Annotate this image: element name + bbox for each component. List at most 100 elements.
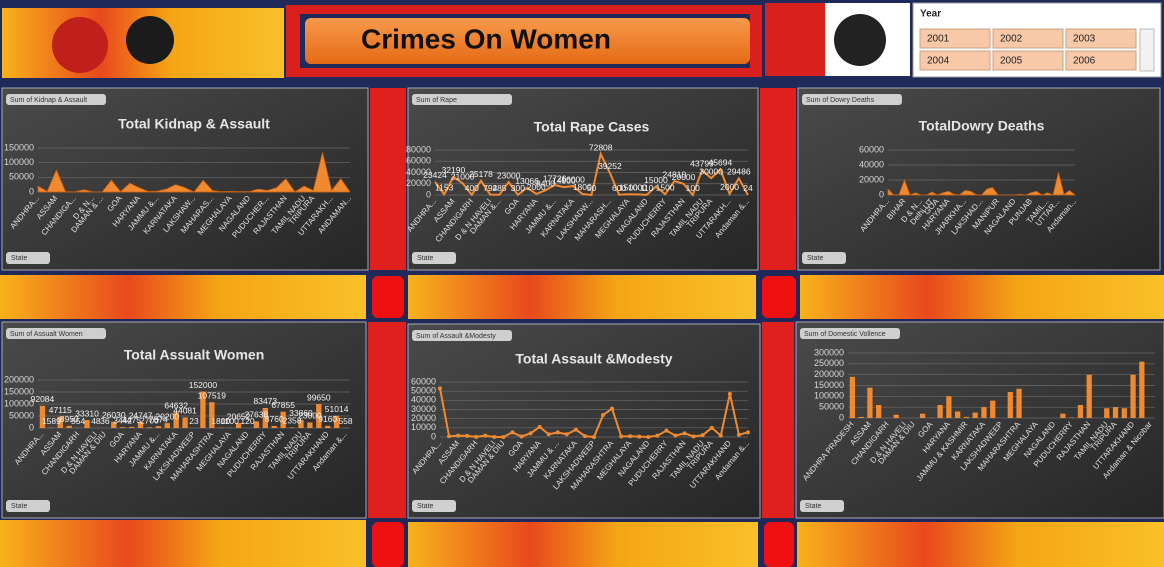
field-button xyxy=(802,94,902,105)
bar xyxy=(972,412,978,418)
field-button-label: Sum of Rape xyxy=(416,97,457,104)
marker xyxy=(601,413,606,417)
data-label: 600 xyxy=(612,183,626,193)
data-label: 44081 xyxy=(173,406,197,416)
data-label: 3442 xyxy=(113,415,132,425)
marker xyxy=(564,432,569,437)
slicer-item[interactable] xyxy=(992,28,1064,49)
filter-button[interactable] xyxy=(412,252,456,264)
y-tick-label: 20000 xyxy=(406,178,431,188)
y-tick-label: 40000 xyxy=(859,159,884,169)
marker xyxy=(610,406,615,411)
bar xyxy=(1139,361,1145,418)
banner-art xyxy=(0,520,366,567)
bar xyxy=(146,427,153,428)
marker xyxy=(528,431,533,436)
slicer-item[interactable] xyxy=(992,50,1064,71)
chart-title: Total Assault &Modesty xyxy=(515,351,672,367)
data-label: 43799 xyxy=(690,159,714,169)
filter-button[interactable] xyxy=(412,500,456,512)
data-label: 13066 xyxy=(515,176,539,186)
banner-art xyxy=(408,275,756,319)
data-label: 2000 xyxy=(720,182,739,192)
filter-button[interactable] xyxy=(802,252,846,264)
data-label: 47115 xyxy=(49,405,72,415)
filter-button[interactable] xyxy=(800,500,844,512)
field-button-label: Sum of Dowry Deaths xyxy=(806,97,875,104)
y-tick-label: 40000 xyxy=(406,167,431,177)
marker xyxy=(519,434,524,439)
chart-title: Total Kidnap & Assault xyxy=(118,116,270,132)
marker xyxy=(483,433,488,438)
filter-button-label: State xyxy=(11,503,27,510)
bar xyxy=(946,396,952,418)
marker xyxy=(736,432,741,437)
chart-title: Total Assualt Women xyxy=(124,347,265,363)
bar xyxy=(235,423,242,428)
banner-art xyxy=(408,522,758,567)
slicer-item-label: 2005 xyxy=(1000,56,1023,67)
data-label: 27638 xyxy=(245,410,269,420)
filter-button[interactable] xyxy=(6,252,50,264)
title-box xyxy=(305,18,750,64)
y-tick-label: 150000 xyxy=(4,386,34,396)
side-art xyxy=(762,276,796,318)
bar xyxy=(1016,388,1022,418)
art-shape xyxy=(52,17,108,73)
data-label: 48 xyxy=(91,416,101,426)
data-label: 8760 xyxy=(265,414,284,424)
marker xyxy=(619,434,624,439)
data-label: 2358 xyxy=(283,416,302,426)
data-label: 51014 xyxy=(325,404,349,414)
bar xyxy=(271,425,277,428)
field-button xyxy=(412,94,512,105)
slicer-scrollbar[interactable] xyxy=(1139,28,1155,72)
dashboard-title: Crimes On Women xyxy=(361,23,611,54)
banner-art xyxy=(0,275,366,319)
side-art xyxy=(760,88,796,270)
side-art xyxy=(762,322,794,518)
filter-button-label: State xyxy=(417,503,433,510)
data-label: 400 xyxy=(465,183,479,193)
bar xyxy=(111,421,117,428)
data-label: 50 xyxy=(587,183,597,193)
bar xyxy=(1130,374,1136,418)
y-tick-label: 40000 xyxy=(411,395,436,405)
y-tick-label: 250000 xyxy=(814,358,844,368)
data-label: 45694 xyxy=(709,158,733,168)
filter-button[interactable] xyxy=(6,500,50,512)
marker xyxy=(709,425,714,430)
filter-button-label: State xyxy=(805,503,821,510)
marker xyxy=(628,434,633,439)
bar xyxy=(990,400,996,418)
bar xyxy=(893,414,899,418)
bar xyxy=(66,425,72,428)
data-label: 30000 xyxy=(699,166,723,176)
slicer-item[interactable] xyxy=(1065,28,1137,49)
data-label: 100 xyxy=(686,183,700,193)
data-label: 26030 xyxy=(102,410,126,420)
bar xyxy=(316,404,322,428)
y-tick-label: 0 xyxy=(839,412,844,422)
data-label: 1800 xyxy=(573,182,592,192)
line xyxy=(434,150,749,197)
chart-title: Total Rape Cases xyxy=(534,119,650,135)
bar xyxy=(955,411,961,418)
bar xyxy=(1104,408,1110,418)
y-tick-label: 100000 xyxy=(4,398,34,408)
data-label: 120 xyxy=(240,416,254,426)
slicer-item[interactable] xyxy=(919,28,991,49)
y-tick-label: 0 xyxy=(29,186,34,196)
slicer-item[interactable] xyxy=(1065,50,1137,71)
y-tick-label: 100000 xyxy=(4,157,34,167)
data-label: 2700 xyxy=(140,416,159,426)
banner-art xyxy=(800,275,1164,319)
bar xyxy=(858,416,864,418)
marker xyxy=(592,434,596,439)
bar xyxy=(1007,392,1013,418)
bar xyxy=(289,427,295,428)
slicer-item[interactable] xyxy=(919,50,991,71)
bar xyxy=(867,387,873,418)
bar xyxy=(200,391,206,428)
